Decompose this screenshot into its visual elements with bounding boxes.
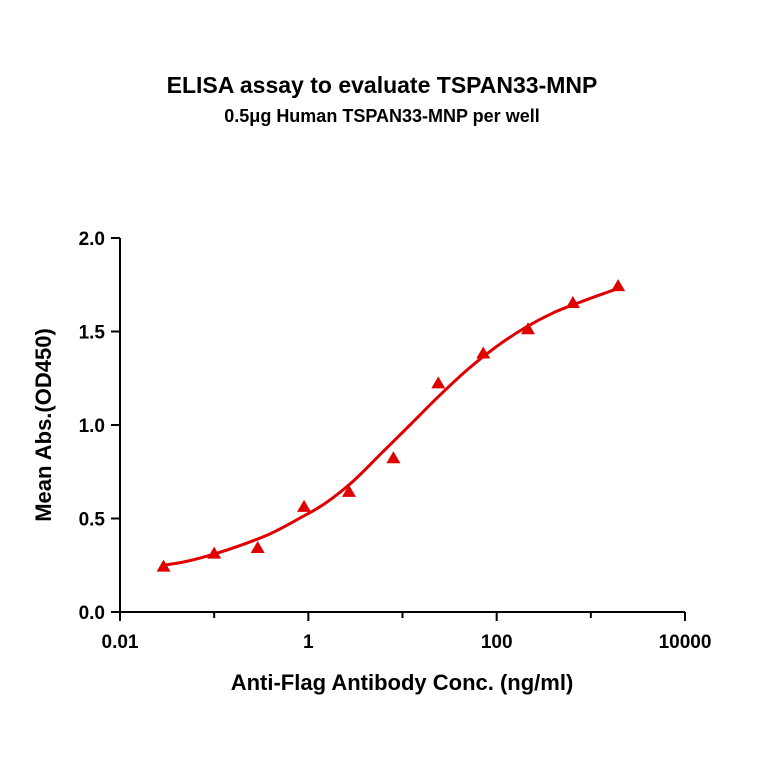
- data-point: [207, 546, 222, 559]
- data-point: [565, 296, 580, 309]
- y-tick-label: 0.0: [79, 603, 105, 624]
- x-tick-label: 1: [303, 632, 314, 653]
- data-point: [520, 322, 535, 335]
- y-tick-label: 1.0: [79, 416, 105, 437]
- chart-subtitle: 0.5μg Human TSPAN33-MNP per well: [224, 106, 540, 126]
- x-tick-label: 0.01: [102, 632, 139, 653]
- fit-curve: [163, 287, 619, 567]
- data-point: [476, 346, 491, 359]
- x-tick-label: 100: [481, 632, 513, 653]
- data-point: [431, 376, 446, 389]
- data-point: [341, 484, 356, 497]
- data-point: [250, 540, 265, 553]
- y-tick-label: 0.5: [79, 510, 106, 531]
- data-point: [156, 559, 171, 572]
- x-ticks: 0.01 1 100 10000: [102, 612, 712, 653]
- y-axis-label: Mean Abs.(OD450): [31, 328, 56, 522]
- data-point: [297, 499, 312, 512]
- y-tick-label: 2.0: [79, 229, 105, 250]
- data-points: [156, 279, 626, 572]
- data-point: [386, 451, 401, 464]
- y-ticks: 0.0 0.5 1.0 1.5 2.0: [79, 229, 120, 624]
- x-tick-label: 10000: [659, 632, 712, 653]
- data-point: [611, 279, 626, 292]
- y-tick-label: 1.5: [79, 323, 106, 344]
- x-axis-label: Anti-Flag Antibody Conc. (ng/ml): [231, 670, 574, 695]
- chart-title: ELISA assay to evaluate TSPAN33-MNP: [166, 72, 598, 98]
